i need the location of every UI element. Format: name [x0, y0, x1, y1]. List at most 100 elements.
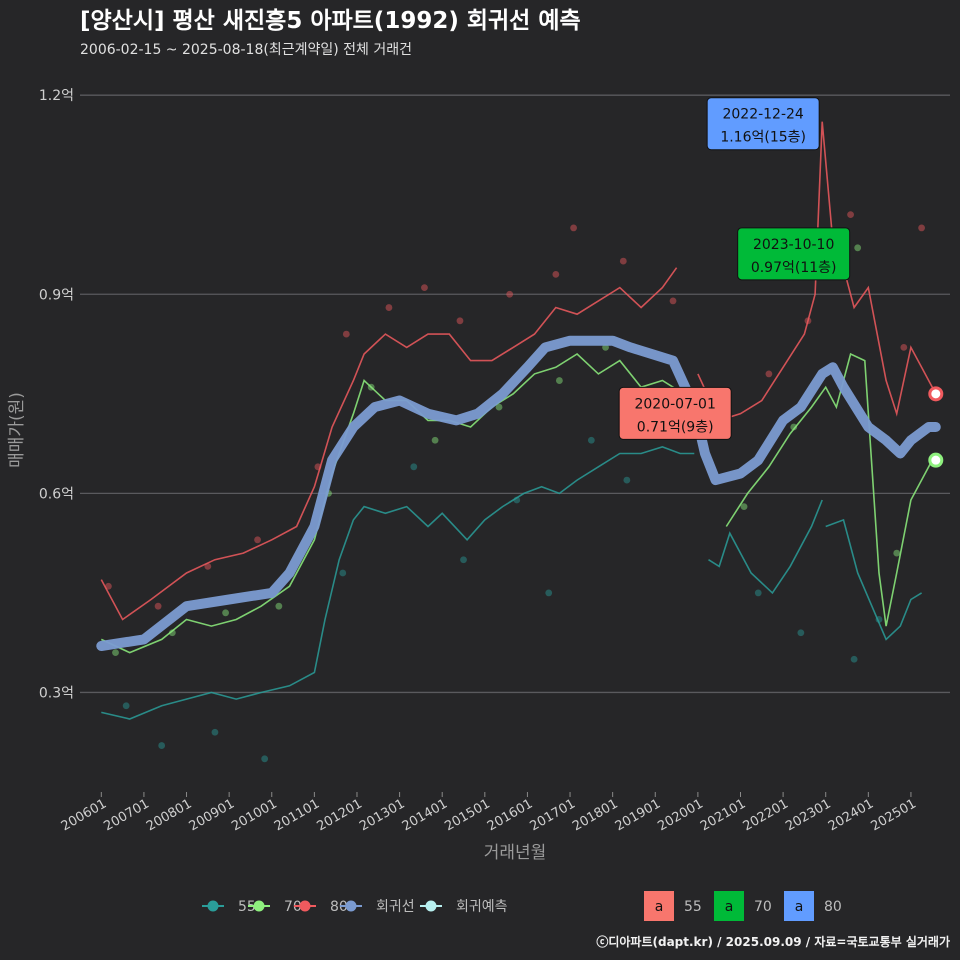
- callout-price: 0.97억(11층): [751, 260, 837, 276]
- x-tick-label: 202001: [655, 796, 705, 834]
- data-point-s55: [410, 463, 418, 471]
- data-point-s80: [385, 304, 393, 311]
- legend-label: 회귀선: [376, 899, 415, 915]
- y-tick-label: 0.6억: [39, 486, 74, 502]
- y-tick-label: 1.2억: [39, 88, 74, 104]
- data-point-s55: [339, 569, 347, 577]
- legend-box-swatch: [714, 891, 744, 921]
- x-tick-label: 200901: [187, 796, 237, 834]
- legend-label: 70: [284, 899, 302, 915]
- end-point-marker: [928, 386, 944, 402]
- data-point-s70: [555, 377, 563, 384]
- data-point-s80: [254, 536, 261, 544]
- series-line-55: [825, 518, 923, 641]
- y-tick-label: 0.9억: [39, 287, 74, 303]
- data-point-s80: [506, 290, 514, 298]
- callout-background: [618, 386, 732, 440]
- legend-box-glyph: a: [725, 899, 734, 915]
- data-point-s80: [669, 297, 677, 305]
- x-tick-label: 201401: [400, 796, 450, 834]
- legend-dot-swatch: [299, 900, 311, 912]
- legend-label: 55: [238, 899, 256, 915]
- series-line-80: [100, 267, 678, 621]
- legend-box-55: a 55: [644, 891, 702, 921]
- end-label-layer: 7,483(~80㎡)6,500(~70㎡): [928, 386, 960, 484]
- data-point-s70: [168, 629, 176, 637]
- x-tick-label: 201101: [272, 796, 322, 834]
- grid-layer: [80, 94, 950, 694]
- y-axis-title: 매매가(원): [7, 392, 27, 468]
- legend-dot-swatch: [345, 900, 357, 912]
- legend-box-80: a 80: [784, 891, 842, 921]
- series-layer: [100, 121, 937, 720]
- chart-title: [양산시] 평산 새진흥5 아파트(1992) 회귀선 예측: [80, 8, 581, 34]
- x-tick-label: 202401: [826, 796, 876, 834]
- data-point-s70: [495, 403, 503, 411]
- data-point-s55: [545, 589, 553, 597]
- legend-dot-swatch: [253, 900, 265, 912]
- y-tick-label: 0.3억: [39, 685, 74, 701]
- data-point-s55: [623, 476, 631, 484]
- chart-subtitle: 2006-02-15 ~ 2025-08-18(최근계약일) 전체 거래건: [80, 42, 412, 58]
- legend-item-s80: 80: [294, 899, 348, 915]
- data-point-s55: [211, 728, 219, 736]
- data-point-s80: [619, 257, 627, 265]
- data-point-s55: [797, 629, 805, 637]
- callout-price: 0.71억(9층): [637, 419, 714, 435]
- scatter-layer: [105, 211, 925, 763]
- data-point-s55: [460, 556, 467, 564]
- legend-label: 회귀예측: [456, 899, 508, 915]
- legend-box-label: 70: [754, 899, 772, 915]
- legend-box-70: a 70: [714, 891, 772, 921]
- series-line-70: [725, 352, 933, 627]
- legend-item-forecast: 회귀예측: [420, 899, 508, 915]
- legend-item-s55: 55: [202, 899, 256, 915]
- x-tick-label: 201201: [314, 796, 364, 834]
- x-tick-label: 201701: [528, 796, 578, 834]
- callout-background: [737, 227, 851, 281]
- x-tick-label: 201501: [442, 796, 492, 834]
- legend-dot-swatch: [425, 900, 437, 912]
- callout-box: 2022-12-24 1.16억(15층): [706, 97, 820, 151]
- credit-text: ⓒ디아파트(dapt.kr) / 2025.09.09 / 자료=국토교통부 실…: [596, 934, 950, 949]
- data-point-s55: [261, 755, 269, 763]
- data-point-s70: [431, 436, 439, 444]
- legend-item-s70: 70: [248, 899, 302, 915]
- x-tick-label: 200701: [101, 796, 151, 834]
- callout-date: 2020-07-01: [634, 396, 715, 412]
- series-line-55: [708, 499, 823, 595]
- legend-dot-swatch: [207, 900, 219, 912]
- x-tick-label: 202501: [868, 796, 918, 834]
- regression-layer: [96, 335, 941, 651]
- callout-box: 2020-07-01 0.71억(9층): [618, 386, 732, 440]
- data-point-s70: [112, 649, 119, 657]
- data-point-s80: [570, 224, 577, 232]
- data-point-s80: [918, 224, 925, 232]
- end-point-marker: [928, 452, 944, 468]
- legend-item-regression: 회귀선: [340, 899, 415, 915]
- data-point-s80: [765, 370, 773, 378]
- data-point-s70: [740, 503, 748, 511]
- legend-label: 80: [330, 899, 348, 915]
- series-line-55: [101, 446, 695, 720]
- data-point-s70: [275, 602, 283, 610]
- data-point-s80: [456, 317, 464, 325]
- data-point-s80: [847, 211, 854, 219]
- callout-layer: 2022-12-24 1.16억(15층) 2023-10-10 0.97억(11층)…: [618, 97, 851, 440]
- legend: 55 70 80 회귀선 회귀예측 a 55 a 70 a 80: [202, 891, 842, 921]
- data-point-s80: [421, 284, 428, 292]
- x-tick-label: 202101: [698, 796, 748, 834]
- x-tick-label: 202201: [741, 796, 791, 834]
- x-tick-label: 201001: [229, 796, 279, 834]
- x-tick-label: 201901: [613, 796, 663, 834]
- y-axis: 0.3억 0.6억 0.9억 1.2억: [39, 88, 74, 701]
- data-point-s55: [122, 702, 130, 710]
- x-axis-title: 거래년월: [484, 843, 547, 863]
- x-tick-label: 201801: [570, 796, 620, 834]
- data-point-s70: [790, 423, 798, 431]
- x-axis: 2006012007012008012009012010012011012012…: [59, 792, 919, 834]
- data-point-s80: [900, 343, 908, 351]
- callout-date: 2023-10-10: [753, 237, 834, 253]
